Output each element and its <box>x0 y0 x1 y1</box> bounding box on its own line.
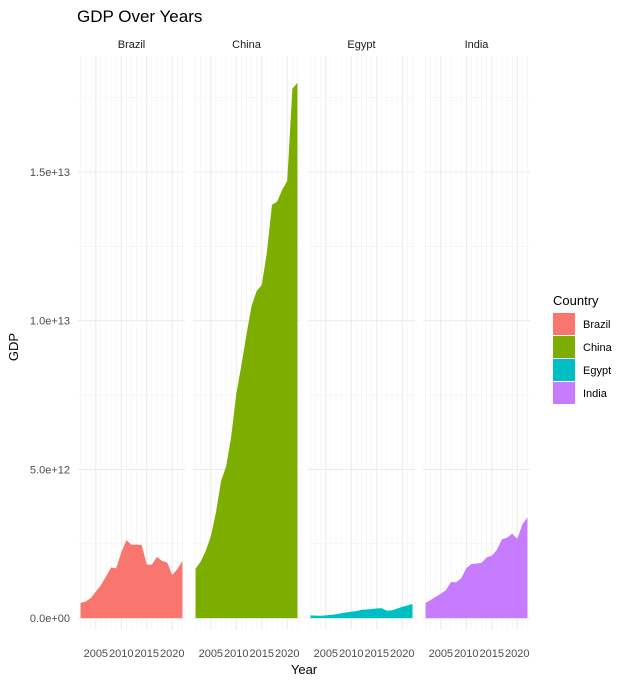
x-tick-label: 2015 <box>135 648 159 660</box>
facet-panel-egypt: Egypt <box>308 39 415 630</box>
legend-label-china: China <box>583 342 613 354</box>
legend-key-india <box>553 382 575 404</box>
y-axis-title: GDP <box>6 333 21 361</box>
facet-label-china: China <box>232 39 262 51</box>
facet-label-egypt: Egypt <box>347 39 375 51</box>
y-axis: 0.0e+00 5.0e+12 1.0e+13 1.5e+13 <box>30 167 70 625</box>
x-axis: 2005 2010 2015 2020 2005 2010 2015 2020 2005 2010… <box>84 648 530 660</box>
legend-label-egypt: Egypt <box>583 365 611 377</box>
legend-key-egypt <box>553 359 575 381</box>
x-tick-label: 2020 <box>390 648 414 660</box>
x-tick-label: 2010 <box>454 648 478 660</box>
area-brazil <box>80 540 183 619</box>
x-axis-title: Year <box>291 662 318 677</box>
chart-title: GDP Over Years <box>77 7 202 26</box>
area-india <box>425 517 528 619</box>
x-tick-label: 2020 <box>505 648 529 660</box>
legend-key-china <box>553 336 575 358</box>
x-tick-label: 2005 <box>429 648 453 660</box>
y-tick-label: 1.5e+13 <box>30 167 70 179</box>
legend-label-brazil: Brazil <box>583 319 611 331</box>
legend-title: Country <box>553 293 599 308</box>
legend: Country Brazil China Egypt India <box>553 293 613 404</box>
facet-panel-brazil: Brazil <box>78 39 185 630</box>
facet-label-india: India <box>465 39 490 51</box>
area-egypt <box>310 603 413 619</box>
legend-label-india: India <box>583 388 608 400</box>
x-tick-label: 2015 <box>250 648 274 660</box>
x-tick-label: 2010 <box>109 648 133 660</box>
x-tick-label: 2005 <box>314 648 338 660</box>
x-tick-label: 2005 <box>84 648 108 660</box>
facet-panels: Brazil China Egypt India <box>78 39 530 630</box>
x-tick-label: 2015 <box>365 648 389 660</box>
y-tick-label: 1.0e+13 <box>30 316 70 328</box>
x-tick-label: 2010 <box>339 648 363 660</box>
x-tick-label: 2005 <box>199 648 223 660</box>
x-tick-label: 2020 <box>275 648 299 660</box>
x-tick-label: 2010 <box>224 648 248 660</box>
x-tick-label: 2015 <box>480 648 504 660</box>
y-tick-label: 0.0e+00 <box>30 613 70 625</box>
x-tick-label: 2020 <box>160 648 184 660</box>
facet-panel-india: India <box>423 39 530 630</box>
facet-panel-china: China <box>193 39 300 630</box>
legend-key-brazil <box>553 313 575 335</box>
area-china <box>195 82 298 619</box>
y-tick-label: 5.0e+12 <box>30 464 70 476</box>
facet-label-brazil: Brazil <box>118 39 146 51</box>
